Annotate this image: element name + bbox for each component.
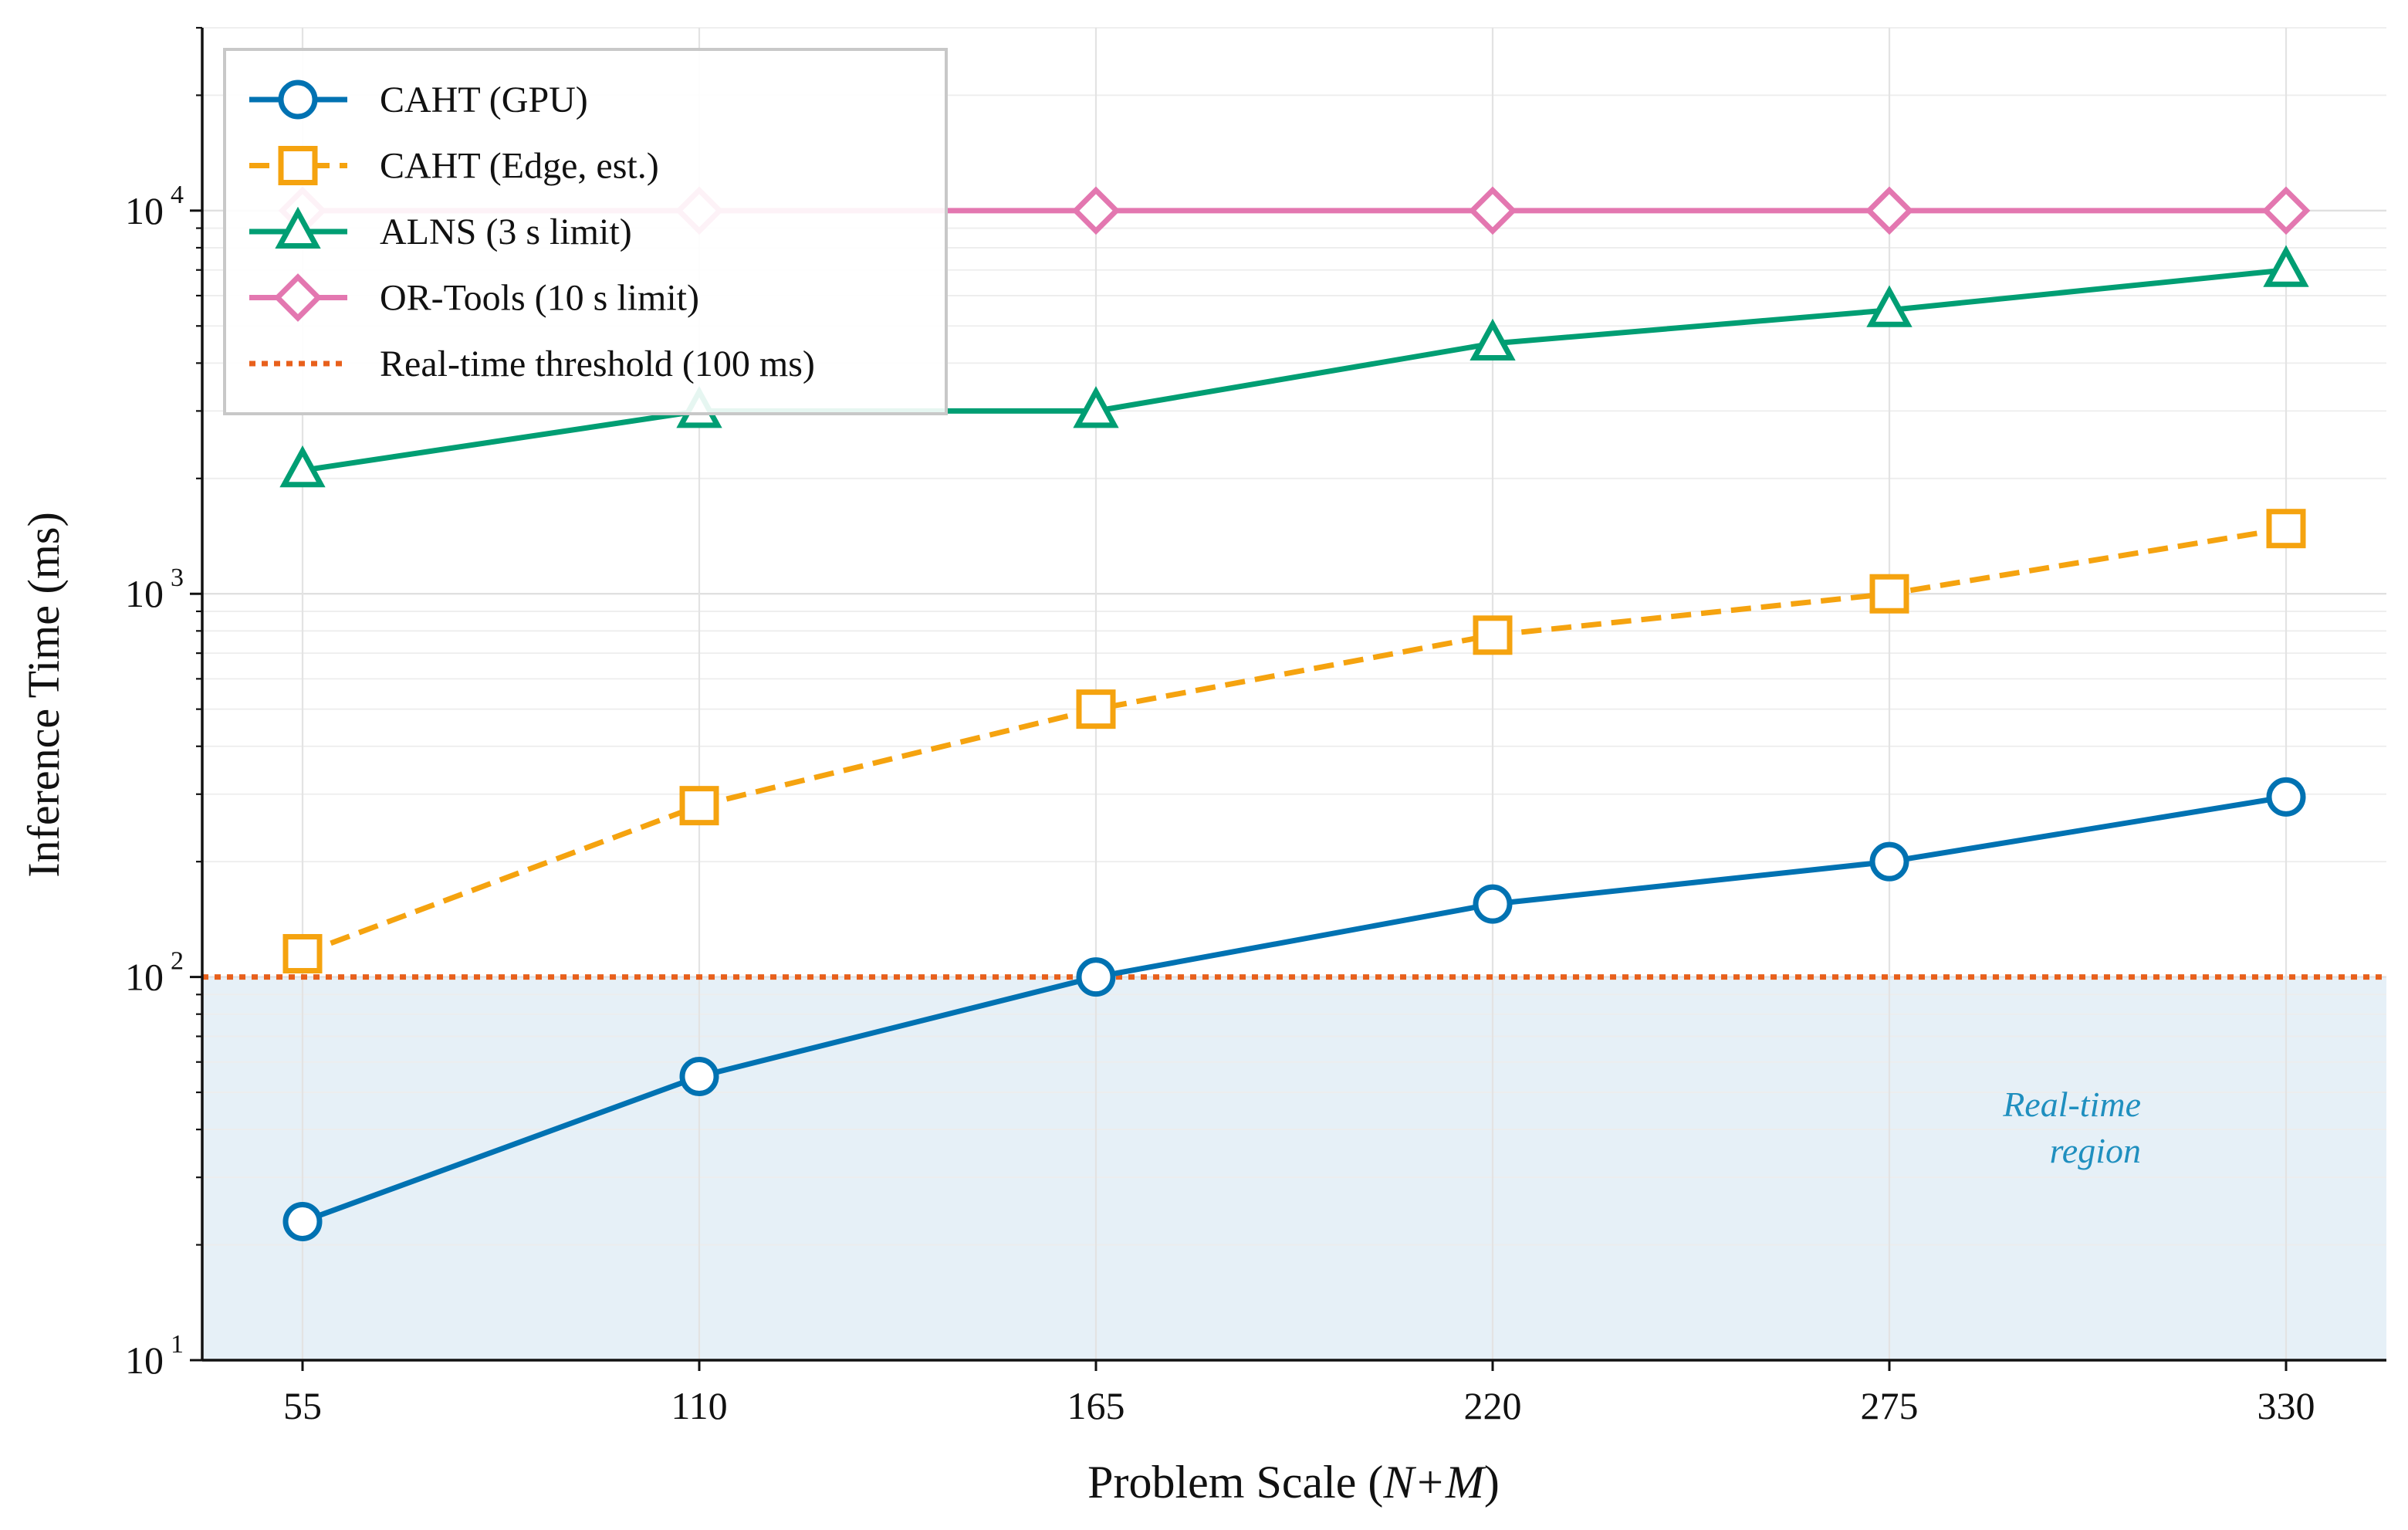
y-tick-label: 10	[125, 1339, 164, 1382]
x-tick-label: 110	[671, 1384, 727, 1427]
data-point	[1869, 574, 1909, 614]
data-point	[1073, 386, 1119, 428]
legend-label: OR-Tools (10 s limit)	[380, 278, 699, 319]
data-point	[679, 1056, 719, 1096]
x-tick-label: 275	[1861, 1384, 1919, 1427]
legend-label: CAHT (GPU)	[380, 80, 588, 120]
region-label-line1: Real-time	[2002, 1085, 2141, 1124]
legend-item-caht-gpu: CAHT (GPU)	[249, 80, 588, 120]
x-tick-label: 55	[283, 1384, 322, 1427]
x-tick-label: 220	[1464, 1384, 1522, 1427]
data-point	[1469, 318, 1516, 361]
data-point	[1869, 841, 1909, 882]
series-line	[301, 526, 2287, 956]
y-tick-label: 10	[125, 956, 164, 999]
series-line	[302, 267, 2287, 473]
y-tick-exponent: 1	[171, 1330, 184, 1359]
legend-label: Real-time threshold (100 ms)	[380, 344, 815, 384]
data-point	[1473, 884, 1513, 924]
data-point	[679, 786, 719, 826]
data-point	[1076, 689, 1116, 729]
data-point	[2263, 245, 2309, 287]
data-point	[1865, 186, 1914, 235]
data-point	[2261, 186, 2311, 235]
data-point	[2266, 509, 2306, 549]
series-caht-edge-est	[282, 509, 2306, 973]
y-axis-label: Inference Time (ms)	[19, 512, 69, 878]
legend-swatch-marker	[275, 206, 321, 249]
legend-swatch-marker	[278, 80, 318, 120]
data-point	[1468, 186, 1517, 235]
data-point	[1071, 186, 1121, 235]
legend-item-alns-3-s-limit: ALNS (3 s limit)	[249, 206, 632, 252]
series-caht-gpu	[282, 777, 2306, 1241]
data-point	[282, 933, 323, 973]
data-point	[1473, 615, 1513, 655]
data-point	[279, 445, 326, 488]
y-tick-exponent: 3	[171, 564, 184, 592]
legend-swatch-marker	[273, 273, 323, 322]
region-label-line2: region	[2050, 1131, 2141, 1170]
legend: CAHT (GPU) CAHT (Edge, est.) ALNS (3 s lim…	[223, 48, 948, 415]
legend-item-or-tools-10-s-limit: OR-Tools (10 s limit)	[249, 273, 699, 322]
x-tick-label: 165	[1067, 1384, 1125, 1427]
legend-swatch-marker	[278, 146, 318, 185]
legend-label: CAHT (Edge, est.)	[380, 146, 659, 187]
data-point	[2266, 777, 2306, 817]
y-tick-label: 10	[125, 572, 164, 615]
series-alns-3-s-limit	[279, 245, 2309, 488]
legend-label: ALNS (3 s limit)	[380, 212, 632, 252]
legend-item-real-time-threshold-100-ms: Real-time threshold (100 ms)	[249, 344, 815, 384]
y-tick-exponent: 2	[171, 947, 184, 976]
x-tick-label: 330	[2258, 1384, 2315, 1427]
legend-item-caht-edge-est: CAHT (Edge, est.)	[249, 146, 659, 187]
y-tick-label: 10	[125, 189, 164, 232]
y-tick-exponent: 4	[171, 181, 184, 209]
x-axis-label: Problem Scale (N+M)	[1087, 1457, 1500, 1508]
real-time-region	[202, 977, 2386, 1360]
data-point	[282, 1201, 323, 1241]
series-line	[301, 794, 2287, 1224]
data-point	[1076, 957, 1116, 997]
data-point	[1866, 285, 1913, 327]
